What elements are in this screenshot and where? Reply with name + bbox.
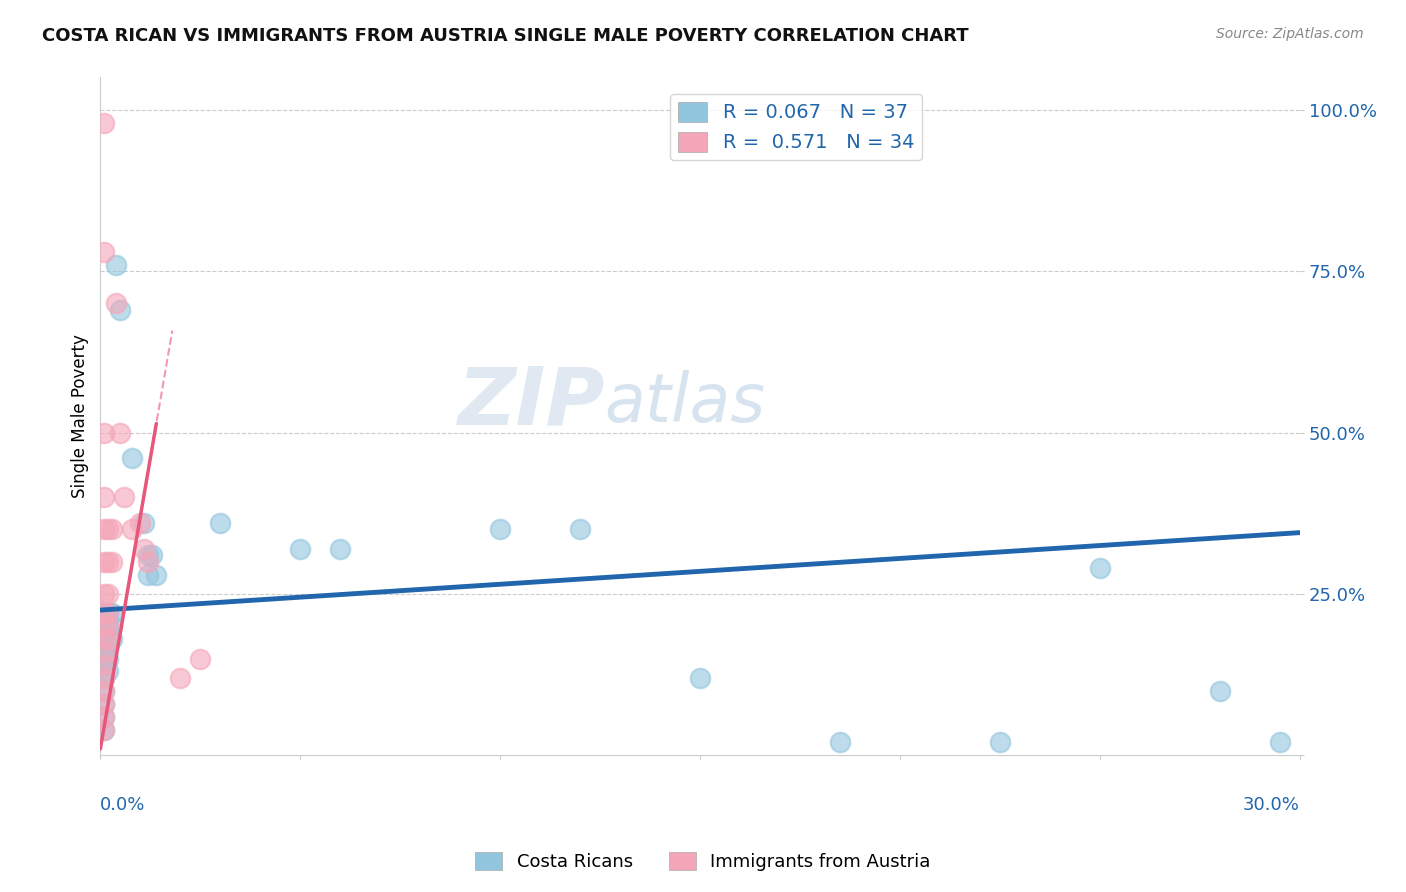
- Point: [93, 632, 115, 647]
- Point: [101, 619, 124, 633]
- Point: [93, 671, 115, 685]
- Point: [1088, 561, 1111, 575]
- Point: [169, 671, 191, 685]
- Text: 30.0%: 30.0%: [1243, 796, 1301, 814]
- Point: [1268, 735, 1291, 749]
- Point: [93, 645, 115, 659]
- Point: [93, 723, 115, 737]
- Point: [97, 607, 120, 621]
- Point: [93, 709, 115, 723]
- Point: [93, 587, 115, 601]
- Point: [93, 115, 115, 129]
- Point: [138, 567, 160, 582]
- Text: COSTA RICAN VS IMMIGRANTS FROM AUSTRIA SINGLE MALE POVERTY CORRELATION CHART: COSTA RICAN VS IMMIGRANTS FROM AUSTRIA S…: [42, 27, 969, 45]
- Point: [489, 522, 512, 536]
- Point: [93, 619, 115, 633]
- Point: [93, 522, 115, 536]
- Point: [97, 619, 120, 633]
- Point: [828, 735, 851, 749]
- Point: [97, 639, 120, 653]
- Point: [93, 683, 115, 698]
- Point: [105, 258, 128, 272]
- Point: [209, 516, 232, 530]
- Point: [93, 697, 115, 711]
- Point: [110, 425, 132, 440]
- Legend: R = 0.067   N = 37, R =  0.571   N = 34: R = 0.067 N = 37, R = 0.571 N = 34: [671, 94, 922, 161]
- Point: [141, 548, 163, 562]
- Point: [97, 665, 120, 679]
- Point: [93, 244, 115, 259]
- Point: [290, 541, 312, 556]
- Point: [97, 587, 120, 601]
- Point: [93, 607, 115, 621]
- Text: Source: ZipAtlas.com: Source: ZipAtlas.com: [1216, 27, 1364, 41]
- Point: [121, 451, 143, 466]
- Point: [138, 555, 160, 569]
- Point: [134, 541, 156, 556]
- Point: [93, 645, 115, 659]
- Point: [689, 671, 711, 685]
- Point: [93, 697, 115, 711]
- Point: [121, 522, 143, 536]
- Text: ZIP: ZIP: [457, 364, 605, 442]
- Y-axis label: Single Male Poverty: Single Male Poverty: [72, 334, 89, 499]
- Point: [138, 548, 160, 562]
- Point: [97, 651, 120, 665]
- Point: [93, 683, 115, 698]
- Point: [93, 632, 115, 647]
- Point: [101, 522, 124, 536]
- Point: [134, 516, 156, 530]
- Point: [101, 607, 124, 621]
- Legend: Costa Ricans, Immigrants from Austria: Costa Ricans, Immigrants from Austria: [468, 845, 938, 879]
- Text: 0.0%: 0.0%: [100, 796, 146, 814]
- Point: [329, 541, 352, 556]
- Point: [97, 555, 120, 569]
- Point: [93, 425, 115, 440]
- Point: [145, 567, 167, 582]
- Point: [97, 522, 120, 536]
- Point: [93, 619, 115, 633]
- Point: [93, 709, 115, 723]
- Point: [93, 671, 115, 685]
- Point: [93, 490, 115, 504]
- Point: [1209, 683, 1232, 698]
- Point: [97, 619, 120, 633]
- Text: atlas: atlas: [605, 370, 765, 436]
- Point: [101, 555, 124, 569]
- Point: [569, 522, 592, 536]
- Point: [93, 723, 115, 737]
- Point: [112, 490, 135, 504]
- Point: [110, 302, 132, 317]
- Point: [93, 555, 115, 569]
- Point: [129, 516, 152, 530]
- Point: [97, 607, 120, 621]
- Point: [97, 632, 120, 647]
- Point: [93, 657, 115, 672]
- Point: [101, 632, 124, 647]
- Point: [93, 657, 115, 672]
- Point: [93, 607, 115, 621]
- Point: [105, 296, 128, 310]
- Point: [988, 735, 1011, 749]
- Point: [188, 651, 211, 665]
